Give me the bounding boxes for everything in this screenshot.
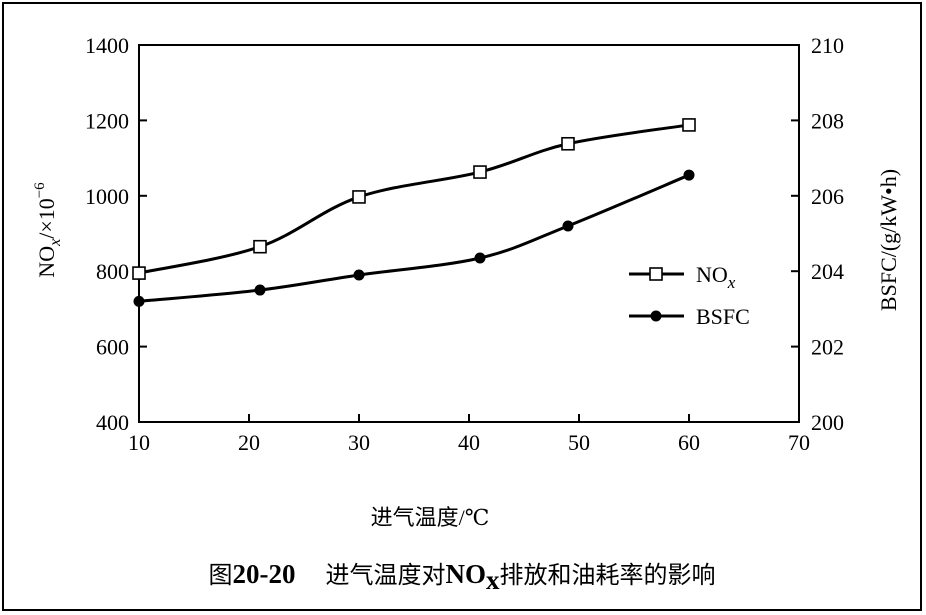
y-left-label-sup: −6 bbox=[32, 182, 48, 198]
series-line-nox bbox=[138, 123, 690, 275]
y-left-tick-label: 600 bbox=[96, 335, 129, 360]
y-right-tick-label: 202 bbox=[811, 335, 844, 360]
x-tick-label: 40 bbox=[458, 430, 480, 455]
svg-text:NOx/×10−6: NOx/×10−6 bbox=[32, 182, 64, 278]
nox-point bbox=[682, 118, 696, 132]
y-left-tick-label: 800 bbox=[96, 259, 129, 284]
y-left-axis-label: NOx/×10−6 bbox=[32, 182, 64, 278]
y-left-label-tail: /×10 bbox=[34, 198, 59, 239]
y-right-axis-label: BSFC/(g/kW•h) bbox=[876, 169, 901, 311]
bsfc-point bbox=[133, 295, 145, 307]
x-tick-label: 70 bbox=[788, 430, 810, 455]
legend-nox-marker bbox=[649, 267, 663, 281]
nox-point bbox=[132, 266, 146, 280]
y-right-tick-label: 204 bbox=[811, 259, 844, 284]
legend-nox-label: NO bbox=[696, 262, 728, 287]
bsfc-point bbox=[474, 252, 486, 264]
y-right-ticks: 200 202 204 206 208 210 bbox=[791, 33, 844, 435]
y-right-tick-label: 206 bbox=[811, 184, 844, 209]
x-tick-label: 60 bbox=[678, 430, 700, 455]
svg-text:BSFC/(g/kW•h): BSFC/(g/kW•h) bbox=[876, 169, 901, 311]
caption-number: 20-20 bbox=[233, 559, 296, 589]
bsfc-point bbox=[353, 269, 365, 281]
y-right-tick-label: 200 bbox=[811, 410, 844, 435]
bsfc-point bbox=[254, 284, 266, 296]
caption-label: 图 bbox=[209, 561, 233, 589]
nox-point bbox=[352, 190, 366, 204]
x-tick-label: 50 bbox=[568, 430, 590, 455]
x-tick-label: 30 bbox=[348, 430, 370, 455]
caption-text-a: 进气温度对 bbox=[326, 561, 446, 589]
bsfc-point bbox=[683, 169, 695, 181]
x-ticks: 10 20 30 40 50 60 70 bbox=[128, 414, 810, 455]
y-left-ticks: 400 600 800 1000 1200 1400 bbox=[85, 33, 147, 435]
x-tick-label: 20 bbox=[238, 430, 260, 455]
x-tick-label: 10 bbox=[128, 430, 150, 455]
y-left-tick-label: 400 bbox=[96, 410, 129, 435]
svg-text:NOx: NOx bbox=[696, 262, 736, 292]
series-line-bsfc bbox=[138, 173, 690, 303]
bsfc-point bbox=[562, 220, 574, 232]
legend-bsfc-label: BSFC bbox=[696, 304, 750, 329]
legend: NOx BSFC bbox=[629, 262, 750, 329]
y-right-tick-label: 208 bbox=[811, 108, 844, 133]
y-left-label-sub: x bbox=[47, 239, 64, 247]
y-left-label-main: NO bbox=[34, 246, 59, 278]
caption-text-b: 排放和油耗率的影响 bbox=[500, 561, 716, 589]
y-left-tick-label: 1400 bbox=[85, 33, 129, 58]
x-axis-label: 进气温度/℃ bbox=[371, 505, 490, 530]
nox-point bbox=[473, 165, 487, 179]
series-layer bbox=[132, 118, 696, 307]
nox-point bbox=[561, 136, 575, 151]
figure-caption: 图20-20 进气温度对NOx排放和油耗率的影响 bbox=[209, 559, 716, 595]
legend-nox-sub: x bbox=[727, 273, 736, 292]
caption-nox-sub: x bbox=[486, 565, 500, 595]
plot-area bbox=[138, 44, 800, 423]
nox-point bbox=[253, 239, 267, 254]
legend-bsfc-marker bbox=[650, 310, 662, 322]
caption-nox: NO bbox=[446, 559, 487, 589]
y-right-tick-label: 210 bbox=[811, 33, 844, 58]
y-left-tick-label: 1200 bbox=[85, 108, 129, 133]
y-left-tick-label: 1000 bbox=[85, 184, 129, 209]
